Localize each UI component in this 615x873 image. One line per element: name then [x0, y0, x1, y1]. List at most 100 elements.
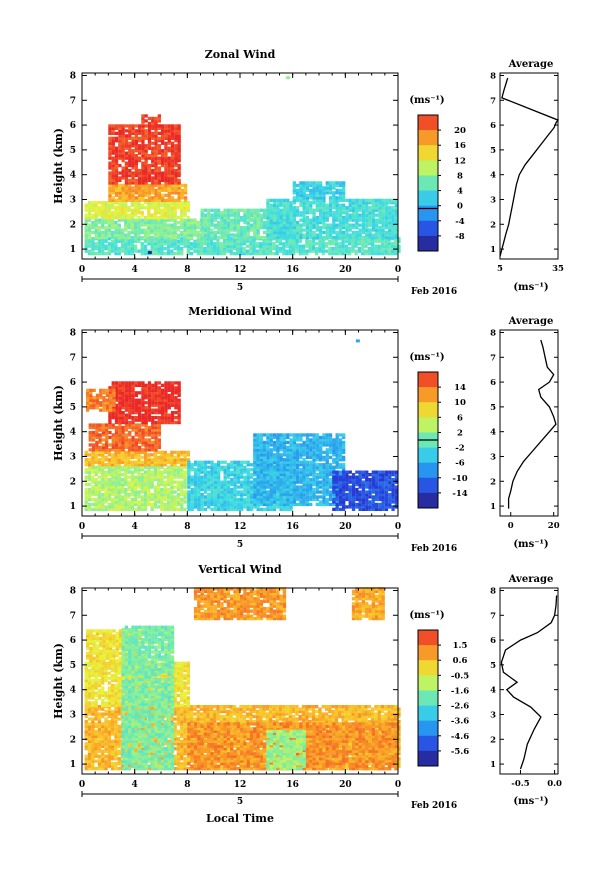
heatmap-cell — [170, 166, 175, 170]
heatmap-cell — [315, 186, 319, 190]
y-tick-label: 1 — [70, 245, 76, 255]
heatmap-cell — [243, 468, 247, 472]
heatmap-cell — [99, 393, 103, 397]
heatmap-cell — [381, 211, 385, 215]
heatmap-cell — [243, 213, 247, 217]
heatmap-cell — [272, 225, 277, 230]
heatmap-cell — [166, 497, 171, 502]
heatmap-cell — [140, 228, 144, 232]
heatmap-cell — [390, 244, 395, 248]
heatmap-cell — [276, 450, 280, 454]
heatmap-cell — [319, 186, 323, 190]
heatmap-cell — [377, 249, 381, 253]
heatmap-cell — [98, 448, 102, 452]
heatmap-cell — [223, 223, 227, 227]
heatmap-cell — [107, 244, 111, 248]
heatmap-cell — [289, 233, 293, 237]
heatmap-cell — [88, 435, 92, 440]
heatmap-cell — [101, 213, 105, 217]
heatmap-cell — [150, 502, 154, 507]
heatmap-cell — [141, 430, 145, 435]
heatmap-cell — [213, 478, 217, 482]
heatmap-cell — [109, 398, 113, 402]
heatmap-cell — [160, 453, 164, 457]
heatmap-cell — [272, 233, 277, 237]
heatmap-cell — [380, 247, 385, 251]
heatmap-cell — [114, 406, 119, 410]
heatmap-cell — [144, 136, 148, 140]
heatmap-cell — [147, 242, 151, 246]
heatmap-cell — [124, 173, 129, 178]
heatmap-cell — [230, 225, 234, 230]
heatmap-cell — [243, 475, 247, 479]
heatmap-cell — [117, 252, 121, 256]
heatmap-cell — [219, 249, 223, 253]
heatmap-cell — [240, 235, 244, 240]
heatmap-cell — [378, 213, 382, 217]
heatmap-cell — [173, 208, 177, 212]
heatmap-cell — [348, 213, 352, 217]
heatmap-cell — [276, 470, 280, 474]
heatmap-cell — [319, 221, 323, 225]
heatmap-cell — [101, 203, 105, 207]
heatmap-cell — [358, 228, 362, 232]
heatmap-cell — [141, 161, 145, 165]
heatmap-cell — [233, 223, 237, 227]
heatmap-cell — [394, 249, 398, 253]
heatmap-cell — [269, 490, 273, 494]
heatmap-cell — [104, 252, 108, 256]
heatmap-cell — [203, 490, 208, 494]
heatmap-cell — [180, 507, 184, 511]
heatmap-cell — [279, 433, 283, 437]
heatmap-cell — [117, 463, 121, 467]
heatmap-cell — [279, 470, 283, 474]
heatmap-cell — [128, 443, 132, 447]
heatmap-cell — [282, 445, 287, 449]
heatmap-cell — [341, 242, 345, 246]
heatmap-cell — [134, 139, 138, 143]
heatmap-cell — [253, 435, 257, 440]
heatmap-cell — [117, 475, 121, 479]
heatmap-cell — [355, 203, 359, 207]
heatmap-cell — [104, 201, 108, 205]
heatmap-cell — [101, 495, 105, 499]
heatmap-cell — [111, 445, 115, 449]
heatmap-cell — [378, 201, 382, 205]
heatmap-cell — [193, 500, 198, 504]
heatmap-cell — [141, 166, 145, 170]
heatmap-cell — [121, 428, 125, 432]
heatmap-cell — [263, 208, 267, 212]
heatmap-cell — [276, 230, 280, 235]
heatmap-cell — [170, 413, 175, 417]
heatmap-cell — [230, 478, 234, 482]
heatmap-cell — [384, 230, 389, 235]
heatmap-cell — [124, 492, 128, 497]
heatmap-cell — [230, 500, 234, 504]
heatmap-cell — [193, 487, 198, 492]
heatmap-cell — [282, 490, 287, 494]
heatmap-cell — [269, 470, 273, 474]
heatmap-cell — [124, 178, 129, 183]
heatmap-cell — [289, 490, 293, 494]
heatmap-cell — [170, 458, 174, 462]
heatmap-cell — [328, 206, 333, 210]
heatmap-cell — [134, 244, 138, 248]
heatmap-cell — [150, 480, 154, 484]
heatmap-cell — [160, 216, 164, 220]
heatmap-cell — [338, 247, 342, 251]
heatmap-cell — [120, 495, 125, 499]
heatmap-cell — [263, 223, 267, 227]
heatmap-cell — [170, 450, 174, 454]
heatmap-cell — [140, 244, 144, 248]
heatmap-cell — [305, 183, 310, 188]
heatmap-cell — [302, 191, 306, 195]
heatmap-cell — [377, 252, 381, 256]
heatmap-cell — [138, 408, 142, 412]
heatmap-cell — [200, 463, 204, 467]
heatmap-cell — [335, 188, 339, 192]
heatmap-cell — [180, 473, 184, 477]
heatmap-cell — [210, 213, 214, 217]
heatmap-cell — [240, 216, 244, 220]
zonal-wind-panel: Zonal Wind Height (km) (ms⁻¹) Feb 2016 5… — [52, 48, 564, 297]
heatmap-cell — [147, 239, 151, 243]
